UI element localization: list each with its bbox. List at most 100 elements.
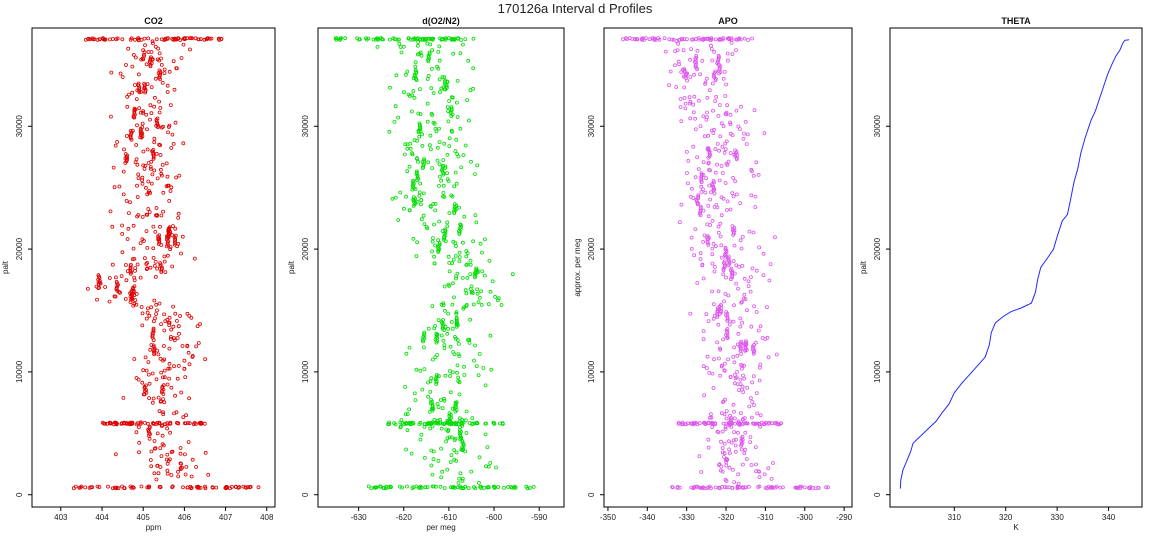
data-point (165, 471, 170, 476)
data-point (710, 81, 715, 86)
data-point (702, 134, 707, 139)
data-point (165, 382, 170, 387)
data-point (167, 457, 172, 462)
data-point (403, 72, 408, 77)
data-point (152, 471, 157, 476)
data-point (147, 210, 152, 214)
data-point (371, 37, 376, 42)
x-tick-label: 330 (1050, 513, 1064, 522)
data-point (756, 485, 761, 489)
data-point (430, 399, 434, 404)
data-point (398, 45, 403, 49)
data-point (459, 486, 464, 491)
data-point (120, 37, 125, 42)
data-point (722, 368, 727, 373)
data-point (731, 354, 736, 359)
data-point (134, 302, 139, 307)
data-point (722, 412, 727, 417)
data-point (675, 48, 680, 53)
data-point (720, 446, 725, 450)
data-point (436, 238, 441, 243)
data-point (109, 421, 113, 426)
data-point (477, 295, 482, 300)
data-point (113, 452, 118, 457)
data-point (138, 275, 143, 280)
data-point (241, 484, 246, 489)
data-point (411, 76, 416, 81)
data-point (729, 416, 734, 420)
data-point (732, 430, 736, 435)
data-point (426, 74, 431, 78)
data-point (179, 461, 184, 466)
data-point (168, 430, 173, 435)
data-point (136, 37, 141, 42)
data-point (689, 485, 694, 490)
data-point (694, 420, 698, 425)
data-point (176, 324, 181, 329)
data-point (477, 352, 482, 356)
data-point (728, 122, 733, 127)
data-point (422, 455, 427, 460)
data-point (708, 223, 712, 227)
data-point (454, 336, 458, 341)
data-point (476, 300, 481, 305)
data-point (150, 39, 155, 44)
data-point (731, 402, 736, 407)
data-point (739, 447, 744, 452)
data-point (161, 410, 165, 415)
data-point (79, 484, 84, 489)
data-point (430, 404, 435, 409)
data-point (689, 47, 693, 51)
data-point (483, 432, 488, 437)
data-point (431, 36, 436, 41)
data-point (113, 485, 117, 490)
data-point (430, 424, 435, 429)
data-point (95, 484, 100, 489)
data-point (449, 435, 454, 440)
data-point (443, 78, 447, 83)
data-point (479, 289, 484, 294)
data-point (413, 398, 418, 403)
data-point (411, 199, 416, 204)
data-point (457, 354, 462, 358)
data-point (401, 90, 406, 95)
data-point (185, 36, 189, 41)
data-point (144, 368, 149, 373)
data-point (151, 224, 156, 229)
data-point (750, 169, 754, 174)
data-point (415, 156, 419, 161)
data-point (704, 176, 708, 181)
data-point (414, 254, 419, 259)
data-point (706, 146, 711, 151)
plot-frame (31, 27, 276, 508)
data-point (143, 185, 148, 190)
data-point (451, 350, 456, 354)
data-point (698, 251, 703, 256)
data-point (160, 390, 164, 395)
data-point (183, 375, 188, 380)
data-point (417, 134, 422, 139)
data-point (811, 486, 815, 490)
data-point (707, 183, 712, 188)
y-axis-label: palt (1, 260, 10, 274)
data-point (166, 125, 171, 129)
data-point (175, 336, 180, 340)
data-point (724, 409, 729, 414)
data-point (199, 421, 204, 425)
data-point (712, 49, 716, 54)
data-point (742, 376, 747, 381)
data-point (710, 183, 715, 188)
data-point (167, 198, 172, 203)
data-point (757, 378, 762, 383)
data-point (108, 209, 113, 214)
data-point (170, 224, 175, 229)
data-point (692, 72, 696, 77)
data-point (707, 370, 712, 375)
data-point (134, 143, 139, 147)
data-point (807, 485, 811, 490)
data-point (736, 331, 741, 336)
data-point (450, 370, 455, 375)
data-point (141, 149, 146, 154)
data-point (691, 144, 696, 149)
data-point (151, 396, 156, 401)
